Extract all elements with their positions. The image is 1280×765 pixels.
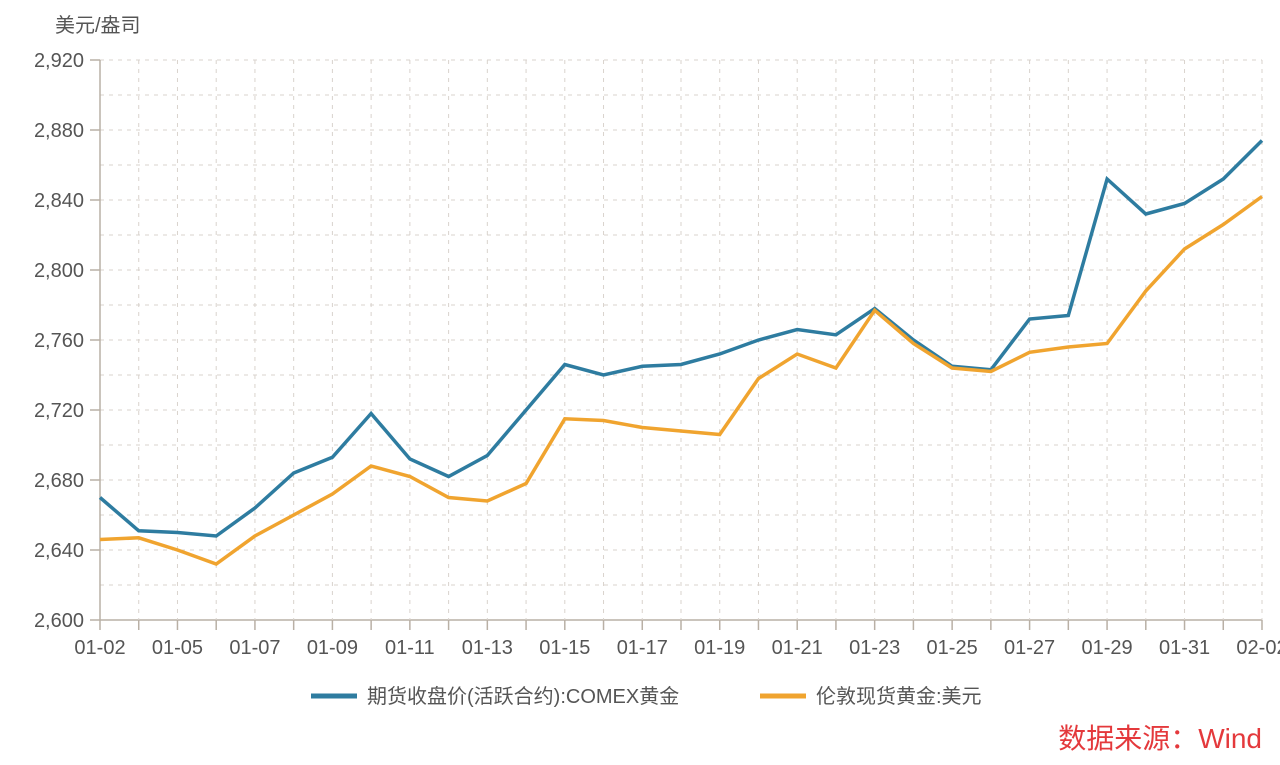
gold-price-chart: 2,600 2,640 2,680 2,720 2,760 2,800 2,840 2,880… bbox=[0, 0, 1280, 765]
y-tick-label: 2,640 bbox=[34, 540, 84, 562]
legend-label-comex: 期货收盘价(活跃合约):COMEX黄金 bbox=[367, 685, 679, 708]
y-axis-unit-label: 美元/盎司 bbox=[55, 14, 141, 37]
x-tick-label: 01-15 bbox=[539, 637, 590, 659]
y-tick-label: 2,720 bbox=[34, 400, 84, 422]
y-tick-label: 2,760 bbox=[34, 330, 84, 352]
x-tick-label: 01-21 bbox=[772, 637, 823, 659]
y-tick-label: 2,840 bbox=[34, 190, 84, 212]
legend-label-london: 伦敦现货黄金:美元 bbox=[816, 685, 982, 708]
x-tick-label: 01-11 bbox=[385, 637, 435, 659]
x-tick-label: 01-17 bbox=[617, 637, 668, 659]
x-tick-label: 01-02 bbox=[74, 637, 125, 659]
y-tick-label: 2,600 bbox=[34, 610, 84, 632]
data-source-label: 数据来源：Wind bbox=[1058, 723, 1262, 754]
y-tick-label: 2,880 bbox=[34, 120, 84, 142]
chart-svg: 2,600 2,640 2,680 2,720 2,760 2,800 2,840 2,880… bbox=[0, 0, 1280, 765]
legend: 期货收盘价(活跃合约):COMEX黄金 伦敦现货黄金:美元 bbox=[311, 685, 982, 708]
y-tick-label: 2,800 bbox=[34, 260, 84, 282]
x-tick-label: 01-09 bbox=[307, 637, 358, 659]
x-tick-label: 01-25 bbox=[927, 637, 978, 659]
x-tick-label: 01-19 bbox=[694, 637, 745, 659]
x-tick-label: 01-13 bbox=[462, 637, 513, 659]
x-tick-label: 01-31 bbox=[1159, 637, 1210, 659]
x-tick-label: 01-27 bbox=[1004, 637, 1055, 659]
x-tick-label: 02-02 bbox=[1236, 637, 1280, 659]
x-tick-label: 01-23 bbox=[849, 637, 900, 659]
x-tick-label: 01-07 bbox=[229, 637, 280, 659]
x-tick-label: 01-05 bbox=[152, 637, 203, 659]
y-tick-label: 2,920 bbox=[34, 50, 84, 72]
y-tick-label: 2,680 bbox=[34, 470, 84, 492]
x-tick-label: 01-29 bbox=[1081, 637, 1132, 659]
